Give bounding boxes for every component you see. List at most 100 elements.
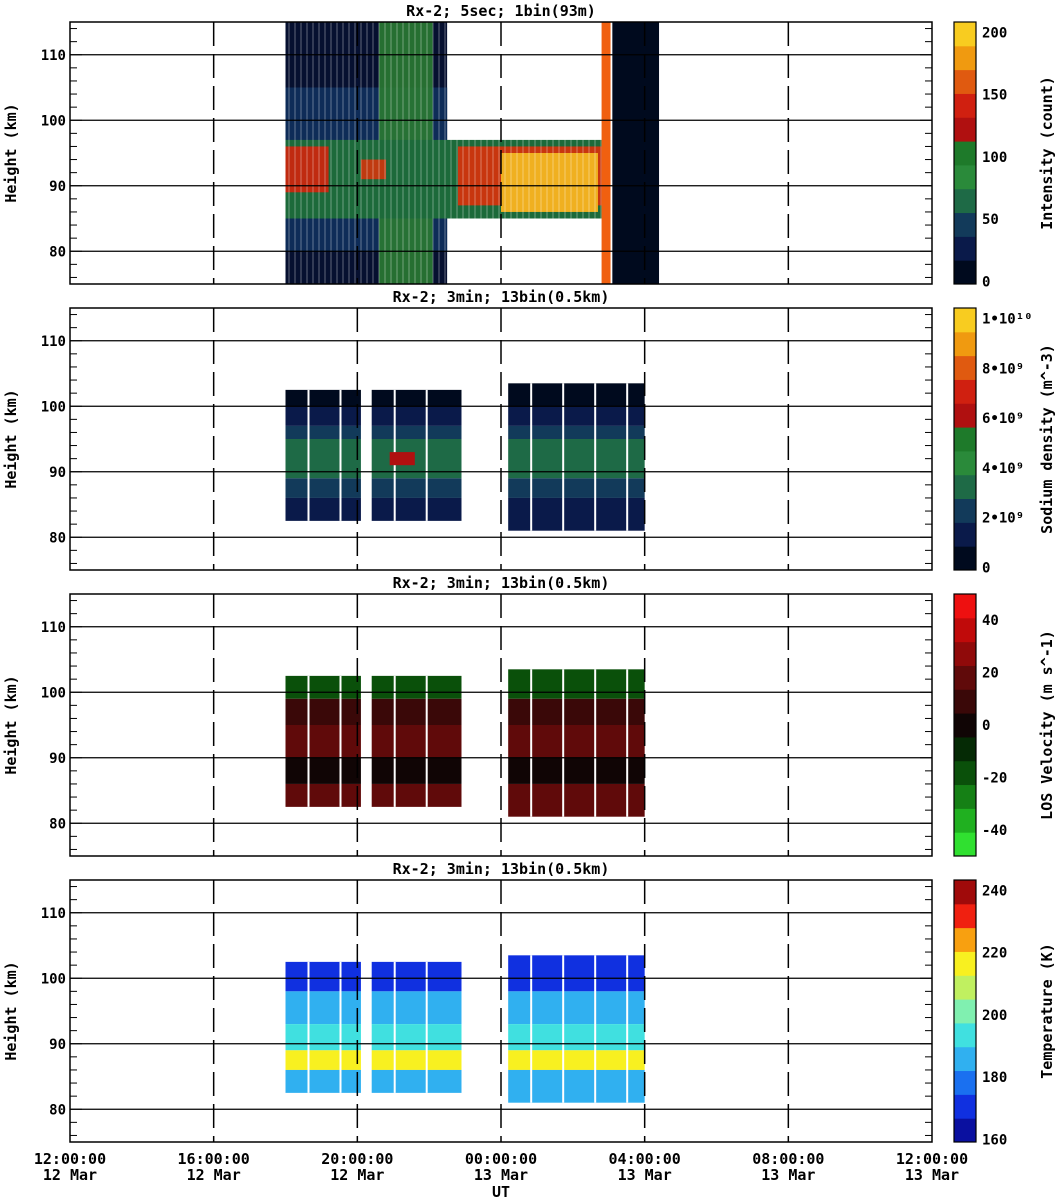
colorbar-swatch (954, 45, 976, 71)
colorbar-swatch (954, 594, 976, 619)
colorbar-swatch (954, 903, 976, 929)
data-image (285, 22, 660, 284)
colorbar-swatch (954, 93, 976, 118)
y-tick-label: 110 (41, 620, 66, 636)
colorbar-label: Intensity (count) (1038, 76, 1056, 230)
y-tick-label: 110 (41, 334, 66, 350)
x-tick-time: 12:00:00 (896, 1150, 968, 1168)
x-tick-date: 12 Mar (187, 1166, 241, 1184)
colorbar-tick-label: 200 (982, 25, 1007, 41)
colorbar-tick-label: 6•10⁹ (982, 411, 1024, 427)
x-tick-time: 16:00:00 (178, 1150, 250, 1168)
colorbar-tick-label: 160 (982, 1132, 1007, 1148)
panel-2: Rx-2; 3min; 13bin(0.5km) 80 90 100 110 Height… (2, 288, 1056, 576)
colorbar-swatch (954, 927, 976, 952)
panel-title: Rx-2; 3min; 13bin(0.5km) (393, 860, 610, 878)
colorbar-tick-label: -40 (982, 823, 1007, 839)
colorbar-swatch (954, 308, 976, 333)
plot-frame (69, 21, 933, 285)
colorbar-swatch (954, 1094, 976, 1119)
colorbar-swatch (954, 1046, 976, 1072)
colorbar-swatch (954, 784, 976, 809)
colorbar-swatch (954, 117, 976, 142)
panel-1: Rx-2; 5sec; 1bin(93m) 80 90 100 110 Height (k… (2, 2, 1056, 290)
colorbar-swatch (954, 450, 976, 476)
y-tick-label: 110 (41, 48, 66, 64)
colorbar-swatch (954, 212, 976, 237)
colorbar-tick-label: 150 (982, 88, 1007, 104)
colorbar-tick-label: -20 (982, 770, 1007, 786)
y-tick-label: 80 (49, 530, 66, 546)
x-tick-time: 20:00:00 (321, 1150, 393, 1168)
colorbar-tick-label: 0 (982, 718, 990, 734)
colorbar-swatch (954, 379, 976, 404)
panel-3: Rx-2; 3min; 13bin(0.5km) 80 90 100 110 Height… (2, 574, 1056, 857)
colorbar-label: Sodium density (m^-3) (1038, 344, 1056, 534)
colorbar-tick-label: 180 (982, 1070, 1007, 1086)
plot-frame (69, 307, 933, 571)
colorbar-swatch (954, 713, 976, 738)
x-tick-time: 12:00:00 (34, 1150, 106, 1168)
colorbar-tick-label: 0 (982, 560, 990, 576)
colorbar: 0 50 100 150 200 Intensity (count) (953, 21, 1056, 290)
data-image (285, 669, 645, 817)
colorbar-tick-label: 0 (982, 274, 990, 290)
colorbar-swatch (954, 975, 976, 1000)
y-axis-label: Height (km) (2, 103, 20, 202)
colorbar-swatch (954, 474, 976, 500)
colorbar-swatch (954, 164, 976, 190)
colorbar-swatch (954, 141, 976, 166)
x-axis-label: UT (492, 1183, 510, 1200)
y-tick-label: 100 (41, 685, 66, 701)
y-tick-label: 90 (49, 751, 66, 767)
colorbar-tick-label: 50 (982, 212, 999, 228)
colorbar-tick-label: 4•10⁹ (982, 461, 1024, 477)
colorbar-tick-label: 40 (982, 613, 999, 629)
x-tick-time: 04:00:00 (609, 1150, 681, 1168)
y-tick-label: 80 (49, 244, 66, 260)
colorbar-swatch (954, 522, 976, 547)
colorbar-swatch (954, 546, 976, 571)
y-tick-label: 110 (41, 906, 66, 922)
colorbar-swatch (954, 760, 976, 786)
y-tick-label: 100 (41, 113, 66, 129)
x-tick-date: 13 Mar (618, 1166, 672, 1184)
colorbar-swatch (954, 427, 976, 452)
data-image (285, 955, 645, 1103)
colorbar-label: Temperature (K) (1038, 943, 1056, 1078)
colorbar-label: LOS Velocity (m s^-1) (1038, 630, 1056, 820)
y-tick-label: 90 (49, 179, 66, 195)
x-tick-date: 12 Mar (330, 1166, 384, 1184)
colorbar-tick-label: 200 (982, 1008, 1007, 1024)
colorbar-swatch (954, 999, 976, 1024)
colorbar-swatch (954, 951, 976, 976)
x-tick-date: 13 Mar (761, 1166, 815, 1184)
colorbar: 160 180 200 220 240 Temperature (K) (953, 879, 1056, 1148)
colorbar-swatch (954, 665, 976, 690)
colorbar-tick-label: 240 (982, 883, 1007, 899)
colorbar-swatch (954, 498, 976, 523)
colorbar-swatch (954, 188, 976, 214)
colorbar-tick-label: 220 (982, 946, 1007, 962)
y-tick-label: 80 (49, 816, 66, 832)
x-tick-time: 08:00:00 (752, 1150, 824, 1168)
data-image (285, 383, 645, 531)
colorbar-swatch (954, 832, 976, 857)
plot-frame (69, 879, 933, 1143)
colorbar-swatch (954, 69, 976, 94)
colorbar: 0 2•10⁹ 4•10⁹ 6•10⁹ 8•10⁹ 1•10¹⁰ Sodium densit… (953, 307, 1056, 576)
x-tick-date: 12 Mar (43, 1166, 97, 1184)
x-tick-time: 00:00:00 (465, 1150, 537, 1168)
colorbar: 40 20 0 -20 -40 LOS Velocity (m s^-1) (953, 593, 1056, 857)
y-axis-label: Height (km) (2, 389, 20, 488)
colorbar-swatch (954, 236, 976, 261)
colorbar-swatch (954, 355, 976, 380)
colorbar-tick-label: 8•10⁹ (982, 361, 1024, 377)
colorbar-swatch (954, 260, 976, 285)
colorbar-swatch (954, 1022, 976, 1048)
panel-title: Rx-2; 3min; 13bin(0.5km) (393, 574, 610, 592)
plot-frame (69, 593, 933, 857)
colorbar-swatch (954, 403, 976, 428)
colorbar-swatch (954, 1070, 976, 1095)
